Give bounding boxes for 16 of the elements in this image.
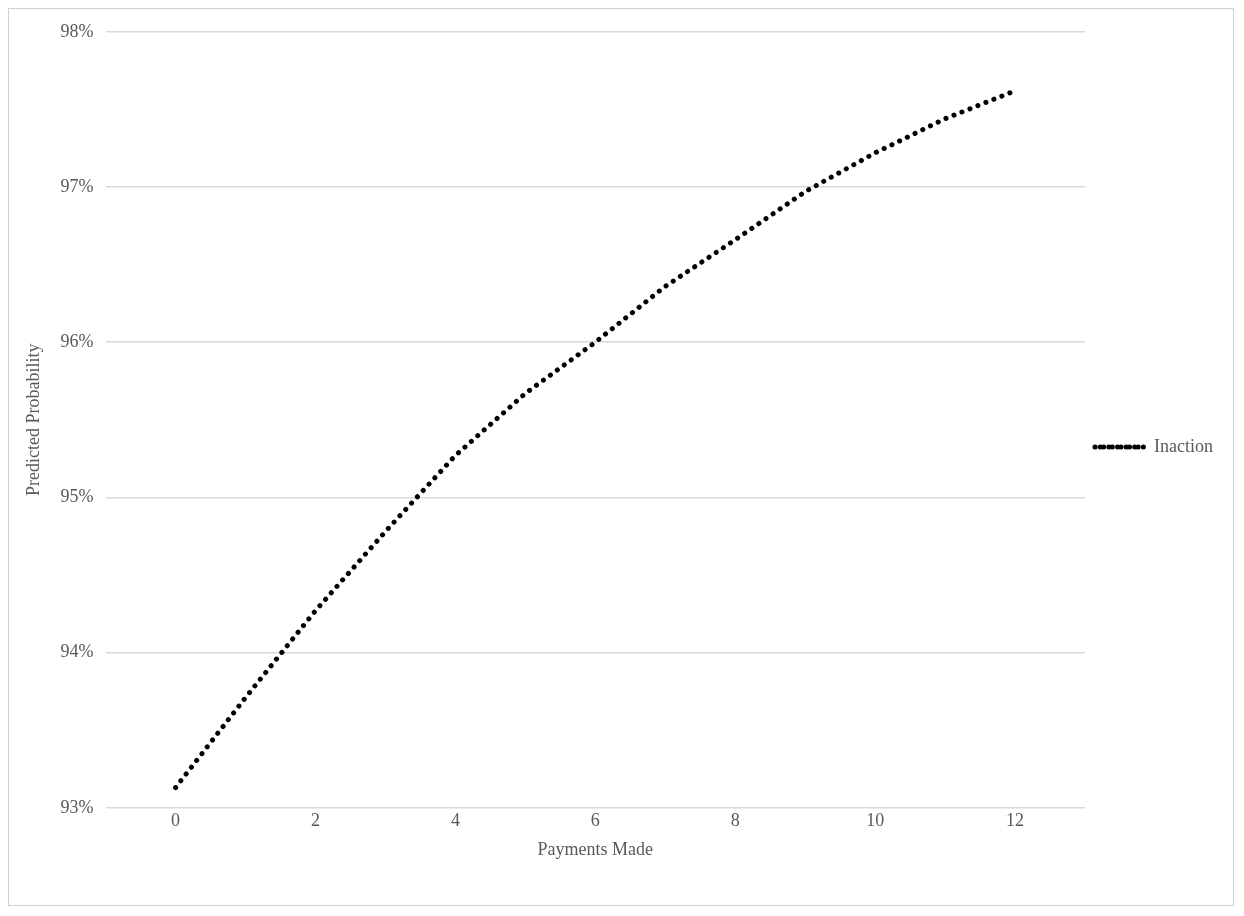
x-tick-label: 0	[171, 810, 181, 831]
x-axis-title: Payments Made	[537, 838, 654, 859]
y-tick-label: 96%	[60, 330, 94, 351]
x-tick-label: 2	[310, 810, 320, 831]
y-tick-label: 94%	[60, 641, 94, 662]
x-tick-label: 8	[730, 810, 740, 831]
x-tick-label: 12	[1006, 810, 1025, 831]
legend-label: Inaction	[1154, 435, 1214, 456]
y-tick-label: 97%	[60, 175, 94, 196]
y-tick-label: 95%	[60, 486, 94, 507]
y-tick-label: 98%	[60, 20, 94, 41]
y-tick-label: 93%	[60, 796, 94, 817]
y-axis-title: Predicted Probability	[22, 343, 43, 497]
x-tick-label: 4	[450, 810, 460, 831]
x-tick-label: 10	[866, 810, 885, 831]
x-tick-label: 6	[590, 810, 600, 831]
